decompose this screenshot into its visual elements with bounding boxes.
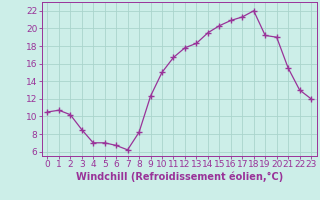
X-axis label: Windchill (Refroidissement éolien,°C): Windchill (Refroidissement éolien,°C)	[76, 172, 283, 182]
